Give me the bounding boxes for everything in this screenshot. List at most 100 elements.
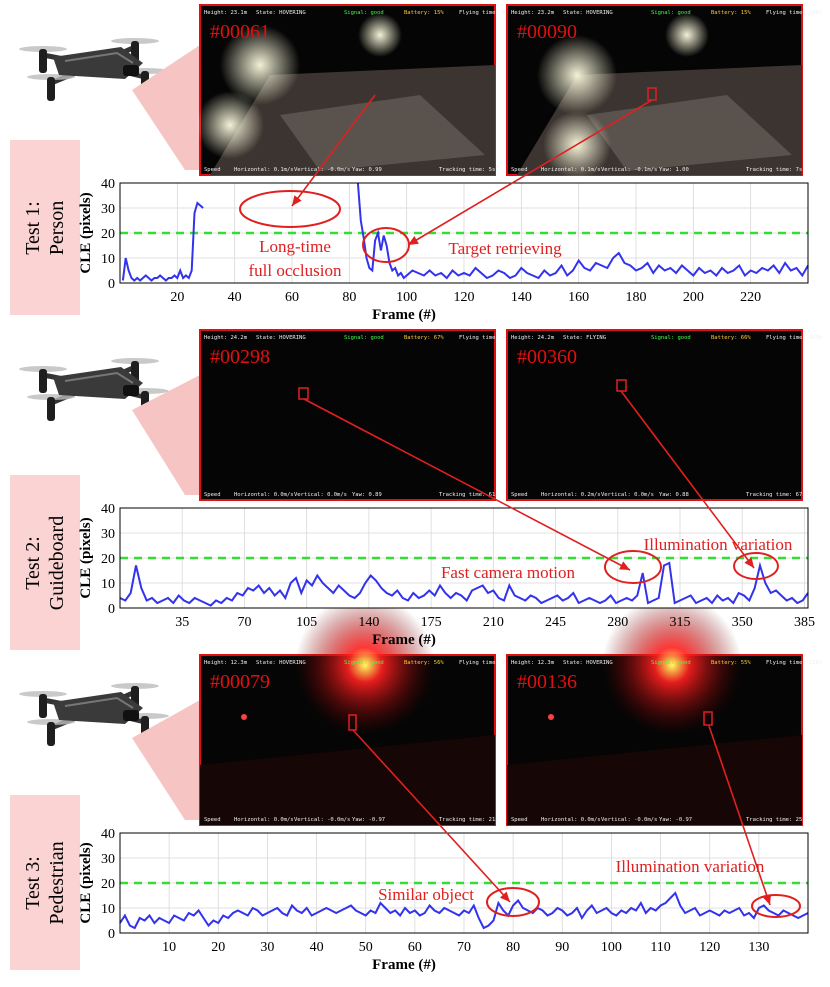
frame-id: #00090 [517, 21, 577, 43]
y-tick-label: 30 [101, 527, 115, 542]
annotation-text: Target retrieving [448, 239, 562, 258]
hud-bottom-text: Yaw: -0.97 [352, 817, 385, 823]
frame-light-glow [220, 25, 300, 105]
annotation-text: Similar object [378, 885, 474, 904]
hud-top-text: State: FLYING [563, 335, 606, 341]
drone-body-highlight [64, 371, 134, 384]
x-tick-label: 70 [237, 615, 251, 630]
target-box [703, 711, 713, 726]
drone-camera [123, 385, 139, 396]
annotation-text: Fast camera motion [441, 563, 576, 582]
frame-id: #00298 [210, 346, 270, 368]
arrow-head [744, 557, 754, 568]
x-tick-label: 35 [175, 615, 189, 630]
chart-3: 0 10 20 30 40 10 20 30 40 50 60 70 80 90 100 110 120 130 C… [78, 827, 809, 973]
hud-top-text: Height: 12.3m [511, 660, 555, 666]
hud-bottom-text: Speed [204, 817, 221, 823]
x-tick-label: 10 [162, 940, 176, 955]
hud-bottom-text: Vertical: -0.0m/s [294, 817, 350, 823]
drone-leg [39, 694, 47, 718]
annotation-text: Illumination variation [644, 535, 793, 554]
callout-wedge-1 [132, 45, 200, 170]
drone-camera [123, 710, 139, 721]
hud-top-text: Height: 23.2m [511, 10, 555, 16]
drone-icon-2 [19, 358, 169, 421]
x-tick-label: 160 [568, 290, 589, 305]
frame-image [506, 329, 803, 501]
x-tick-label: 140 [358, 615, 379, 630]
x-tick-label: 180 [626, 290, 647, 305]
test-label-3: Test 3: Pedestrian [10, 795, 80, 970]
callout-wedge-2 [132, 375, 200, 495]
camera-frame-3-1: Height: 12.3m State: HOVERING Signal: good… [199, 595, 515, 826]
drone-leg [47, 77, 55, 101]
y-tick-label: 10 [101, 577, 115, 592]
x-tick-label: 200 [683, 290, 704, 305]
frame-red-lamp [241, 714, 247, 720]
hud-bottom-text: Speed [511, 817, 528, 823]
hud-bottom-text: Horizontal: 0.1m/s [234, 167, 294, 173]
hud-top-text: Signal: good [651, 660, 691, 666]
x-tick-label: 70 [457, 940, 471, 955]
x-tick-label: 220 [740, 290, 761, 305]
frame-id: #00079 [210, 671, 270, 693]
cle-series-line [119, 561, 809, 607]
hud-top-text: Height: 24.2m [204, 335, 248, 341]
frame-plaza [280, 95, 485, 171]
x-tick-label: 120 [699, 940, 720, 955]
arrow-head [619, 561, 630, 570]
camera-frame-2-2: Height: 24.2m State: FLYING Signal: good Ba… [506, 329, 822, 501]
hud-top-text: Flying time: 97s [459, 10, 512, 16]
frame-image [199, 329, 496, 501]
x-tick-label: 30 [260, 940, 274, 955]
drone-leg [39, 369, 47, 393]
arrow-head [499, 891, 510, 902]
annotation-arrow [291, 94, 376, 207]
x-tick-label: 110 [650, 940, 670, 955]
x-tick-label: 175 [421, 615, 442, 630]
annotation-ellipse [751, 894, 801, 918]
y-axis-label: CLE (pixels) [78, 842, 94, 923]
hud-bottom-text: Yaw: 0.88 [659, 492, 689, 498]
test-label-1: Test 1: Person [10, 140, 80, 315]
frame-id: #00061 [210, 21, 270, 43]
hud-top-text: Flying time: 448s [459, 335, 515, 341]
frame-light-glow [537, 35, 617, 115]
frame-red-glow [602, 595, 742, 735]
cle-series-line [119, 891, 809, 930]
x-tick-label: 90 [555, 940, 569, 955]
hud-bottom-text: Tracking time: 5s [439, 167, 495, 173]
x-tick-label: 50 [359, 940, 373, 955]
hud-bottom-text: Speed [511, 167, 528, 173]
hud-bottom-text: Vertical: 0.0m/s [294, 492, 347, 498]
hud-bottom-text: Vertical: -0.0m/s [294, 167, 350, 173]
frame-id: #00360 [517, 346, 577, 368]
hud-bottom-text: Yaw: 1.00 [659, 167, 689, 173]
hud-top-text: Flying time: 223s [459, 660, 515, 666]
plot-frame [119, 507, 809, 609]
x-tick-label: 350 [732, 615, 753, 630]
drone-leg [39, 49, 47, 73]
frame-ground [507, 735, 802, 825]
hud-top-text: State: HOVERING [563, 660, 613, 666]
hud-bottom-text: Tracking time: 61s [439, 492, 499, 498]
arrow-head [292, 195, 302, 206]
hud-bottom-text: Horizontal: 0.0m/s [541, 817, 601, 823]
annotation-ellipse [604, 550, 662, 584]
annotation-text: full occlusion [248, 261, 342, 280]
y-tick-label: 40 [101, 177, 115, 192]
arrow-shaft [407, 99, 653, 246]
hud-bottom-text: Speed [511, 492, 528, 498]
hud-top-text: Height: 23.1m [204, 10, 248, 16]
hud-top-text: Flying time: 100s [766, 10, 822, 16]
hud-bottom-text: Vertical: 0.0m/s [601, 492, 654, 498]
hud-bottom-text: Tracking time: 21s [439, 817, 499, 823]
frame-light-glow [196, 91, 264, 159]
annotation-arrow [352, 729, 511, 903]
hud-bottom-text: Vertical: -0.0m/s [601, 817, 657, 823]
plot-frame [119, 832, 809, 934]
callout-wedge-3 [132, 700, 200, 820]
annotation-ellipse [239, 190, 341, 228]
x-tick-label: 100 [601, 940, 622, 955]
plot-frame [119, 182, 809, 284]
